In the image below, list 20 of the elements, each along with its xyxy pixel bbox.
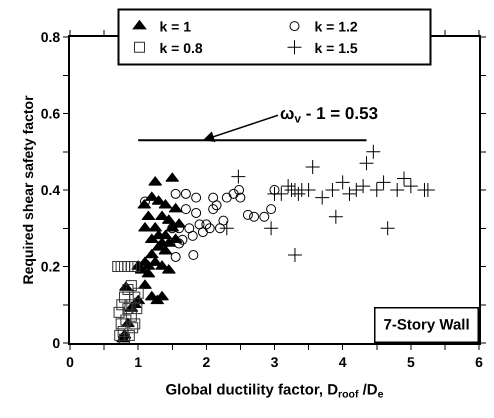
x-tick-label: 6: [475, 354, 484, 370]
x-tick-label: 2: [202, 354, 210, 370]
x-tick-label: 4: [338, 354, 347, 370]
x-axis-title: Global ductility factor, D$_{roof}$ /D$_{e}$: [166, 381, 384, 400]
y-axis-title: Required shear safety factor: [20, 94, 36, 285]
annotation: ω$_{v}$ - 1 = 0.53: [280, 104, 378, 126]
legend-label: k = 1.5: [314, 40, 358, 56]
x-tick-label: 3: [270, 354, 279, 370]
legend-label: k = 0.8: [160, 40, 203, 56]
x-tick-label: 1: [134, 354, 142, 370]
y-tick-label: 0.2: [40, 258, 60, 274]
y-tick-label: 0: [52, 334, 60, 351]
y-tick-label: 0.4: [40, 182, 60, 198]
y-tick-label: 0.6: [40, 105, 60, 122]
x-tick-label: 5: [406, 354, 415, 370]
x-tick-label: 0: [66, 354, 74, 370]
legend-label: k = 1.2: [314, 18, 358, 35]
legend-label: k = 1: [160, 18, 192, 35]
annotation: 7-Story Wall: [384, 316, 470, 334]
y-tick-label: 0.8: [40, 28, 60, 45]
